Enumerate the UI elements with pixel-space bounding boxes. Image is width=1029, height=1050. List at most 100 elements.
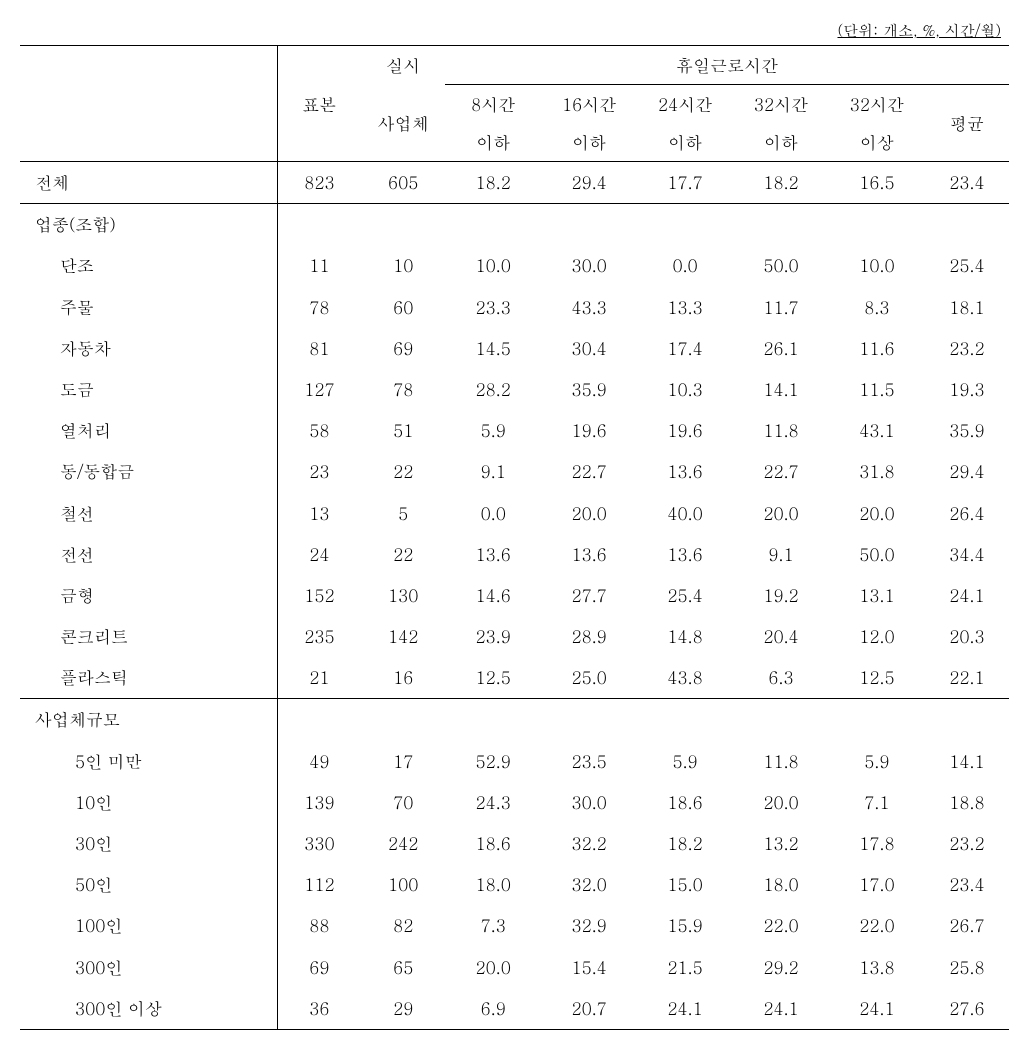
cell-impl: 22 <box>361 534 445 575</box>
cell-sample: 49 <box>277 741 361 782</box>
table-row: 동/동합금23229.122.713.622.731.829.4 <box>20 451 1009 492</box>
cell-h16: 27.7 <box>541 575 637 616</box>
cell-h8: 28.2 <box>445 369 541 410</box>
cell-sample: 139 <box>277 782 361 823</box>
cell-h32: 22.0 <box>733 905 829 946</box>
cell-h32p: 12.5 <box>829 657 925 699</box>
cell-avg: 35.9 <box>925 410 1009 451</box>
table-row: 콘크리트23514223.928.914.820.412.020.3 <box>20 616 1009 657</box>
cell-h24: 13.6 <box>637 451 733 492</box>
cell-h24: 18.2 <box>637 823 733 864</box>
empty-cell <box>277 204 361 246</box>
cell-sample: 235 <box>277 616 361 657</box>
cell-h32p: 17.0 <box>829 864 925 905</box>
cell-impl: 100 <box>361 864 445 905</box>
row-label: 동/동합금 <box>20 451 277 492</box>
cell-h16: 20.0 <box>541 493 637 534</box>
cell-h24: 17.7 <box>637 162 733 204</box>
cell-h32: 50.0 <box>733 245 829 286</box>
table-row: 전체82360518.229.417.718.216.523.4 <box>20 162 1009 204</box>
table-row: 철선1350.020.040.020.020.026.4 <box>20 493 1009 534</box>
cell-avg: 23.2 <box>925 328 1009 369</box>
cell-avg: 22.1 <box>925 657 1009 699</box>
cell-h32p: 13.8 <box>829 947 925 988</box>
cell-h32p: 5.9 <box>829 741 925 782</box>
empty-cell <box>829 204 925 246</box>
cell-h32p: 13.1 <box>829 575 925 616</box>
cell-sample: 112 <box>277 864 361 905</box>
cell-impl: 29 <box>361 988 445 1030</box>
cell-h24: 40.0 <box>637 493 733 534</box>
cell-h24: 21.5 <box>637 947 733 988</box>
row-label: 콘크리트 <box>20 616 277 657</box>
cell-impl: 70 <box>361 782 445 823</box>
cell-h24: 17.4 <box>637 328 733 369</box>
cell-h16: 25.0 <box>541 657 637 699</box>
cell-h32p: 11.5 <box>829 369 925 410</box>
header-32h-2: 이하 <box>733 123 829 162</box>
cell-h24: 25.4 <box>637 575 733 616</box>
cell-h8: 23.9 <box>445 616 541 657</box>
cell-impl: 10 <box>361 245 445 286</box>
cell-sample: 81 <box>277 328 361 369</box>
empty-cell <box>637 204 733 246</box>
cell-sample: 330 <box>277 823 361 864</box>
section-row: 업종(조합) <box>20 204 1009 246</box>
cell-h8: 13.6 <box>445 534 541 575</box>
cell-h16: 43.3 <box>541 287 637 328</box>
cell-h16: 30.4 <box>541 328 637 369</box>
cell-h32: 19.2 <box>733 575 829 616</box>
empty-cell <box>445 699 541 741</box>
cell-h32: 29.2 <box>733 947 829 988</box>
cell-avg: 23.4 <box>925 162 1009 204</box>
cell-impl: 17 <box>361 741 445 782</box>
table-row: 300인 이상36296.920.724.124.124.127.6 <box>20 988 1009 1030</box>
empty-cell <box>277 699 361 741</box>
cell-h8: 10.0 <box>445 245 541 286</box>
cell-h16: 29.4 <box>541 162 637 204</box>
table-row: 30인33024218.632.218.213.217.823.2 <box>20 823 1009 864</box>
row-label: 100인 <box>20 905 277 946</box>
cell-avg: 34.4 <box>925 534 1009 575</box>
cell-avg: 27.6 <box>925 988 1009 1030</box>
cell-h24: 0.0 <box>637 245 733 286</box>
section-label: 사업체규모 <box>20 699 277 741</box>
empty-cell <box>361 699 445 741</box>
row-label: 5인 미만 <box>20 741 277 782</box>
row-label: 주물 <box>20 287 277 328</box>
cell-avg: 26.7 <box>925 905 1009 946</box>
cell-h8: 23.3 <box>445 287 541 328</box>
row-label: 10인 <box>20 782 277 823</box>
cell-impl: 60 <box>361 287 445 328</box>
row-label: 금형 <box>20 575 277 616</box>
cell-h32p: 7.1 <box>829 782 925 823</box>
cell-h32: 18.0 <box>733 864 829 905</box>
empty-cell <box>445 204 541 246</box>
cell-h8: 18.6 <box>445 823 541 864</box>
cell-h8: 52.9 <box>445 741 541 782</box>
table-row: 300인696520.015.421.529.213.825.8 <box>20 947 1009 988</box>
header-8h-2: 이하 <box>445 123 541 162</box>
cell-avg: 25.4 <box>925 245 1009 286</box>
cell-h32p: 17.8 <box>829 823 925 864</box>
table-row: 10인1397024.330.018.620.07.118.8 <box>20 782 1009 823</box>
cell-avg: 25.8 <box>925 947 1009 988</box>
row-label: 전선 <box>20 534 277 575</box>
row-label: 50인 <box>20 864 277 905</box>
cell-sample: 88 <box>277 905 361 946</box>
cell-impl: 605 <box>361 162 445 204</box>
cell-avg: 18.8 <box>925 782 1009 823</box>
row-label: 전체 <box>20 162 277 204</box>
cell-h16: 32.9 <box>541 905 637 946</box>
cell-sample: 23 <box>277 451 361 492</box>
header-24h-1: 24시간 <box>637 85 733 124</box>
cell-sample: 36 <box>277 988 361 1030</box>
cell-avg: 18.1 <box>925 287 1009 328</box>
cell-h32p: 10.0 <box>829 245 925 286</box>
cell-h8: 6.9 <box>445 988 541 1030</box>
header-8h-1: 8시간 <box>445 85 541 124</box>
cell-sample: 11 <box>277 245 361 286</box>
cell-h24: 13.3 <box>637 287 733 328</box>
section-row: 사업체규모 <box>20 699 1009 741</box>
cell-h24: 10.3 <box>637 369 733 410</box>
